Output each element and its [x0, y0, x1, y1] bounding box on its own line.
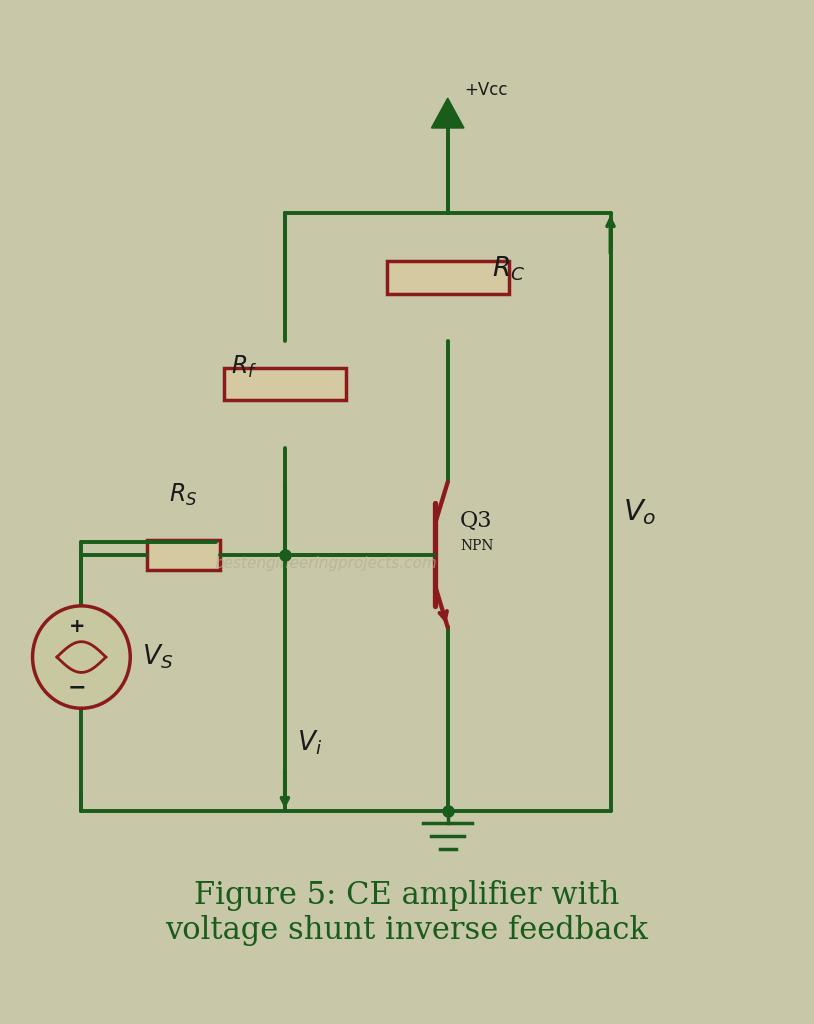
FancyBboxPatch shape	[147, 540, 220, 569]
Text: $R_S$: $R_S$	[169, 481, 197, 508]
Circle shape	[33, 606, 130, 709]
Text: $V_S$: $V_S$	[142, 643, 173, 672]
Text: $R_C$: $R_C$	[492, 255, 526, 283]
Text: $R_f$: $R_f$	[231, 354, 257, 380]
Text: −: −	[68, 678, 86, 697]
Polygon shape	[431, 98, 464, 128]
Text: bestengineeringprojects.com: bestengineeringprojects.com	[214, 556, 437, 570]
FancyBboxPatch shape	[224, 368, 346, 400]
Text: $V_o$: $V_o$	[623, 497, 656, 527]
Text: NPN: NPN	[460, 539, 493, 553]
Text: Figure 5: CE amplifier with
voltage shunt inverse feedback: Figure 5: CE amplifier with voltage shun…	[165, 880, 649, 946]
Text: Q3: Q3	[460, 510, 492, 531]
Text: +: +	[69, 616, 85, 636]
Text: $V_i$: $V_i$	[297, 728, 322, 757]
FancyBboxPatch shape	[387, 261, 509, 294]
Text: +Vcc: +Vcc	[464, 81, 507, 98]
